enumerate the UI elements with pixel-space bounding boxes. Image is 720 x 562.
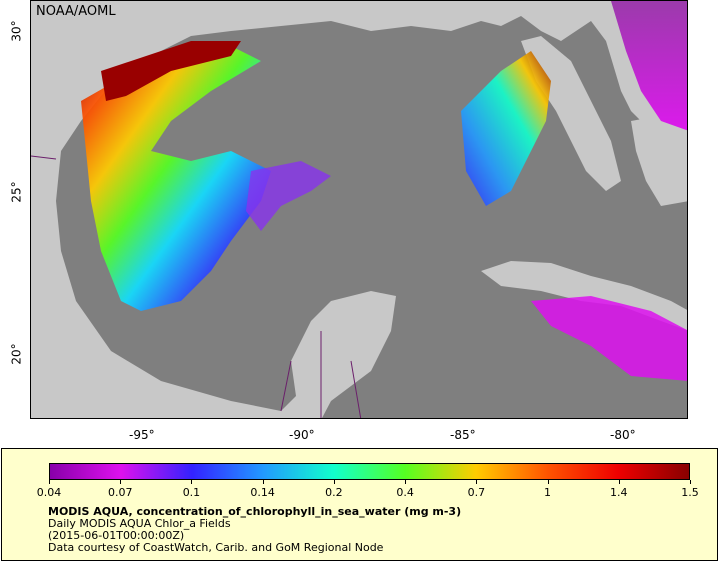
colorbar-tick-mark bbox=[191, 480, 193, 484]
colorbar-tick-label: 0.2 bbox=[325, 486, 343, 499]
colorbar-tick-label: 0.14 bbox=[250, 486, 275, 499]
colorbar-tick-mark bbox=[476, 480, 478, 484]
chlorophyll-caribbean bbox=[531, 296, 687, 381]
chlorophyll-florida-shelf bbox=[461, 51, 551, 206]
legend-panel: MODIS AQUA, concentration_of_chlorophyll… bbox=[1, 448, 718, 561]
colorbar-tick-label: 0.07 bbox=[107, 486, 133, 499]
lon-tick-label: -85° bbox=[450, 428, 476, 442]
colorbar-tick-label: 1 bbox=[544, 486, 552, 499]
lat-tick-label: 30° bbox=[9, 20, 24, 42]
colorbar-tick-mark bbox=[49, 480, 50, 484]
mexico-land bbox=[31, 151, 396, 418]
colorbar-tick-label: 0.4 bbox=[396, 486, 414, 499]
colorbar bbox=[49, 463, 690, 480]
political-borders bbox=[31, 155, 362, 418]
legend-title: MODIS AQUA, concentration_of_chlorophyll… bbox=[48, 505, 462, 518]
colorbar-tick-mark bbox=[690, 480, 691, 484]
map-frame bbox=[30, 0, 688, 419]
lon-tick-label: -90° bbox=[289, 428, 315, 442]
chlorophyll-west-gulf bbox=[81, 46, 271, 311]
legend-date: (2015-06-01T00:00:00Z) bbox=[48, 529, 185, 542]
legend-credit: Data courtesy of CoastWatch, Carib. and … bbox=[48, 541, 384, 554]
colorbar-tick-mark bbox=[547, 480, 549, 484]
chlorophyll-atlantic bbox=[611, 1, 687, 131]
colorbar-tick-mark bbox=[618, 480, 620, 484]
lon-tick-label: -95° bbox=[129, 428, 155, 442]
colorbar-tick-label: 0.7 bbox=[467, 486, 486, 499]
legend-product: Daily MODIS AQUA Chlor_a Fields bbox=[48, 517, 231, 530]
colorbar-tick-label: 1.4 bbox=[610, 486, 628, 499]
chlorophyll-map bbox=[31, 1, 687, 418]
chlorophyll-texas-shelf bbox=[101, 41, 241, 101]
lat-tick-label: 20° bbox=[9, 343, 24, 365]
colorbar-tick-label: 0.1 bbox=[182, 486, 201, 499]
colorbar-tick-label: 1.5 bbox=[681, 486, 699, 499]
colorbar-tick-label: 0.04 bbox=[36, 486, 62, 499]
atlantic-east-land bbox=[631, 111, 687, 206]
colorbar-tick-mark bbox=[120, 480, 122, 484]
lat-tick-label: 25° bbox=[9, 181, 24, 203]
colorbar-tick-mark bbox=[262, 480, 264, 484]
chlorophyll-central-patches bbox=[246, 161, 331, 231]
colorbar-tick-mark bbox=[333, 480, 335, 484]
map-credit: NOAA/AOML bbox=[36, 4, 116, 19]
lon-tick-label: -80° bbox=[610, 428, 636, 442]
cuba-land bbox=[481, 261, 687, 331]
colorbar-tick-mark bbox=[405, 480, 407, 484]
